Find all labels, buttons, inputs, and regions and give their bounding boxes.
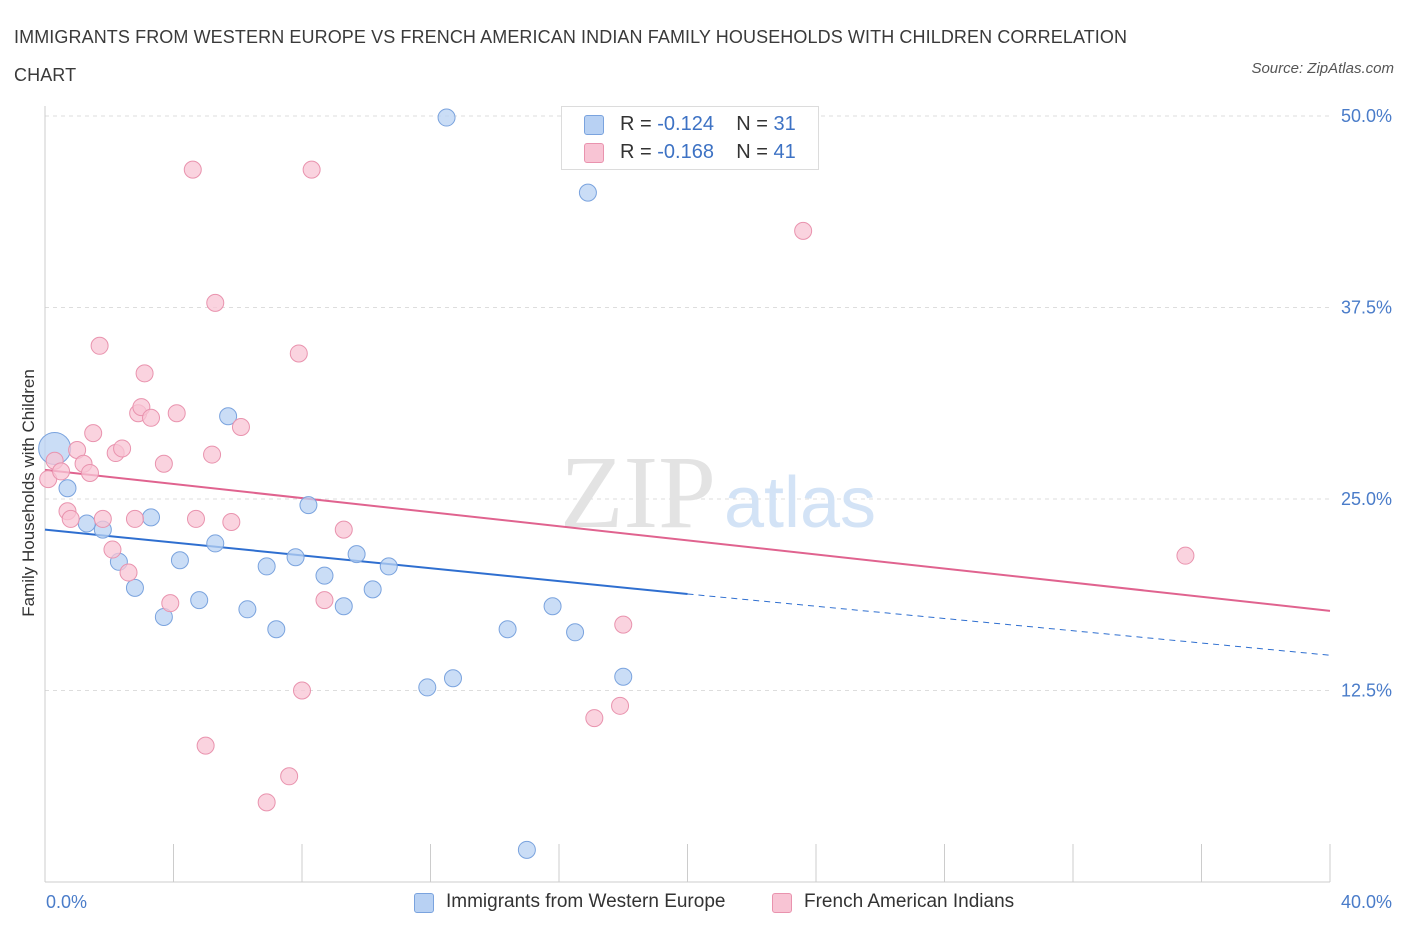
- watermark: ZIP atlas: [560, 435, 876, 550]
- pink-point: [161, 594, 180, 613]
- pink-point: [119, 563, 138, 582]
- blue-point: [170, 551, 189, 570]
- y-tick-label: 25.0%: [1341, 489, 1392, 509]
- pink-point: [154, 454, 173, 473]
- trend-line-western-europe-extension: [687, 593, 1331, 656]
- pink-point: [222, 512, 241, 531]
- pink-point: [293, 681, 311, 700]
- series-legend-label: French American Indians: [804, 891, 1015, 912]
- blue-point: [347, 545, 366, 564]
- legend-n-label: N =: [736, 113, 774, 135]
- series-swatch-blue: [414, 893, 434, 913]
- blue-point: [190, 591, 209, 610]
- blue-point: [267, 620, 286, 639]
- legend-swatch-blue: [584, 115, 604, 135]
- blue-point: [315, 566, 334, 585]
- pink-point: [585, 709, 604, 728]
- legend-n-value: 31: [773, 113, 796, 135]
- series-swatch-pink: [772, 893, 792, 913]
- data-points: [38, 108, 1195, 859]
- blue-point: [206, 534, 225, 553]
- blue-point: [334, 597, 353, 616]
- pink-point: [90, 336, 109, 355]
- blue-point: [443, 669, 462, 688]
- trend-lines: [44, 468, 1331, 656]
- pink-point: [334, 520, 353, 539]
- blue-point: [125, 578, 144, 597]
- pink-point: [135, 364, 154, 383]
- blue-point: [238, 600, 257, 619]
- pink-point: [183, 160, 202, 179]
- axes: [44, 106, 1331, 883]
- watermark-zip: ZIP: [560, 435, 716, 550]
- legend-swatch-pink: [584, 143, 604, 163]
- blue-point: [299, 496, 318, 515]
- pink-point: [231, 417, 250, 436]
- blue-point: [77, 514, 96, 533]
- pink-point: [302, 160, 321, 179]
- pink-point: [611, 696, 630, 715]
- blue-point: [614, 667, 633, 686]
- pink-point: [167, 404, 186, 423]
- y-tick-label: 37.5%: [1341, 298, 1392, 318]
- blue-point: [566, 623, 585, 642]
- pink-point: [52, 462, 71, 481]
- blue-point: [498, 620, 517, 639]
- grid-lines: [45, 115, 1330, 691]
- pink-point: [257, 793, 276, 812]
- x-tick-label: 0.0%: [46, 892, 87, 912]
- pink-point: [61, 509, 80, 528]
- pink-point: [113, 439, 132, 458]
- blue-point: [517, 840, 536, 859]
- blue-point: [257, 557, 276, 576]
- pink-point: [280, 767, 299, 786]
- pink-point: [206, 293, 225, 312]
- legend-r-value: -0.124: [657, 113, 714, 135]
- blue-point: [578, 183, 597, 202]
- blue-point: [379, 557, 398, 576]
- blue-point: [418, 678, 437, 697]
- legend-r-label: R =: [620, 113, 658, 135]
- trend-line-western-europe: [44, 528, 688, 595]
- y-tick-label: 12.5%: [1341, 681, 1392, 701]
- pink-point: [125, 509, 144, 528]
- series-legend-label: Immigrants from Western Europe: [446, 891, 726, 912]
- pink-point: [614, 615, 633, 634]
- source-label: Source: ZipAtlas.com: [1251, 60, 1394, 77]
- blue-point: [142, 508, 161, 527]
- blue-point: [286, 548, 305, 567]
- pink-point: [1176, 546, 1195, 565]
- series-legend: Immigrants from Western Europe French Am…: [0, 888, 1406, 916]
- pink-point: [203, 445, 222, 464]
- pink-point: [142, 408, 161, 427]
- legend: R = -0.124 N = 31 R = -0.168 N = 41: [561, 106, 819, 170]
- pink-point: [196, 736, 215, 755]
- blue-point: [58, 479, 77, 498]
- pink-point: [103, 540, 122, 559]
- pink-point: [80, 463, 99, 482]
- pink-point: [93, 509, 112, 528]
- pink-point: [84, 424, 103, 443]
- pink-point: [794, 221, 813, 240]
- legend-r-label: R =: [620, 141, 658, 163]
- y-axis-label: Family Households with Children: [19, 369, 38, 617]
- trend-line-french-american-indians: [44, 468, 1331, 612]
- pink-point: [186, 509, 205, 528]
- blue-point: [363, 580, 382, 599]
- tick-labels: 12.5% 25.0% 37.5% 50.0% 0.0% 40.0%: [46, 106, 1392, 912]
- blue-point: [219, 407, 238, 426]
- blue-point: [543, 597, 562, 616]
- y-tick-label: 50.0%: [1341, 106, 1392, 126]
- blue-point: [437, 108, 456, 127]
- pink-point: [289, 344, 308, 363]
- chart-title: IMMIGRANTS FROM WESTERN EUROPE VS FRENCH…: [14, 27, 1128, 85]
- legend-r-value: -0.168: [657, 141, 714, 163]
- watermark-atlas: atlas: [724, 463, 876, 543]
- pink-point: [315, 591, 334, 610]
- x-tick-label: 40.0%: [1341, 892, 1392, 912]
- legend-n-label: N =: [736, 141, 774, 163]
- legend-n-value: 41: [773, 141, 796, 163]
